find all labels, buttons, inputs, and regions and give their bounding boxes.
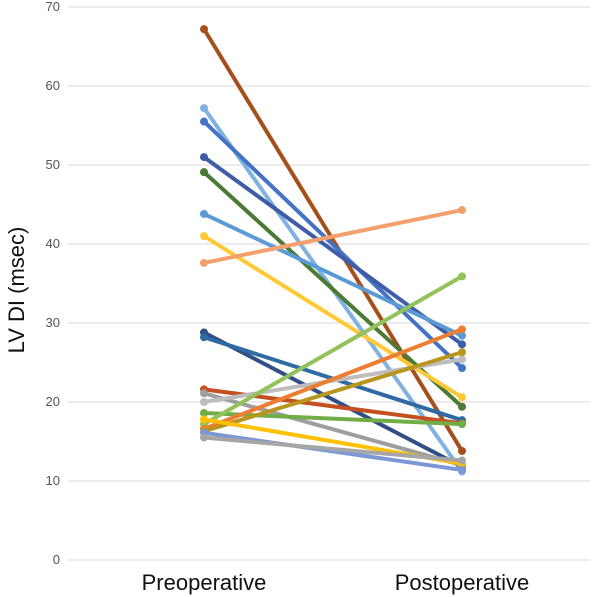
series-line <box>202 327 464 431</box>
series-line <box>202 155 464 347</box>
data-point <box>200 258 208 267</box>
data-point <box>200 409 208 418</box>
data-point <box>458 364 466 373</box>
y-tick-label: 20 <box>46 394 60 409</box>
data-point <box>458 331 466 340</box>
data-point <box>458 456 466 465</box>
data-point <box>458 206 466 215</box>
x-category-label: Postoperative <box>395 570 530 595</box>
x-category-labels: Preoperative Postoperative <box>142 570 530 595</box>
y-tick-label: 0 <box>53 552 60 567</box>
data-point <box>458 340 466 349</box>
data-point <box>458 465 466 474</box>
series-14 <box>200 409 466 429</box>
data-point <box>200 153 208 162</box>
series-19 <box>200 428 466 474</box>
series-7 <box>200 232 466 402</box>
series-line <box>202 411 464 427</box>
data-point <box>200 168 208 177</box>
data-point <box>458 420 466 429</box>
series-4 <box>200 153 466 349</box>
data-point <box>458 402 466 411</box>
data-point <box>200 117 208 126</box>
data-point <box>458 272 466 281</box>
series-line <box>202 430 464 472</box>
series-1 <box>200 25 466 455</box>
series-6 <box>200 209 466 340</box>
data-point <box>200 433 208 442</box>
data-point <box>458 355 466 364</box>
series-line <box>202 435 464 463</box>
x-category-label: Preoperative <box>142 570 267 595</box>
series-line <box>202 330 464 469</box>
series-3 <box>200 117 466 373</box>
series-20 <box>200 433 466 465</box>
y-tick-labels: 0 10 20 30 40 50 60 70 <box>46 0 60 567</box>
series-line <box>202 274 464 427</box>
series-line <box>202 119 464 371</box>
y-axis-title: LV DI (msec) <box>4 227 29 354</box>
y-tick-label: 50 <box>46 157 60 172</box>
data-point <box>200 415 208 424</box>
series-line <box>202 208 464 265</box>
data-point <box>458 446 466 455</box>
data-point <box>458 393 466 402</box>
data-point <box>200 104 208 113</box>
data-point <box>200 389 208 398</box>
y-tick-label: 70 <box>46 0 60 14</box>
y-tick-label: 10 <box>46 473 60 488</box>
y-tick-label: 60 <box>46 78 60 93</box>
gridlines <box>68 6 590 561</box>
data-point <box>200 333 208 342</box>
data-point <box>200 209 208 218</box>
data-point <box>458 348 466 357</box>
series-line <box>202 350 464 434</box>
series-line <box>202 391 464 468</box>
data-series <box>200 25 466 476</box>
data-point <box>200 398 208 406</box>
series-line <box>202 234 464 400</box>
series-line <box>202 27 464 453</box>
data-point <box>200 25 208 34</box>
series-line <box>202 211 464 338</box>
y-tick-label: 40 <box>46 236 60 251</box>
data-point <box>200 232 208 241</box>
series-8 <box>200 206 466 267</box>
y-tick-label: 30 <box>46 315 60 330</box>
data-point <box>458 325 466 334</box>
